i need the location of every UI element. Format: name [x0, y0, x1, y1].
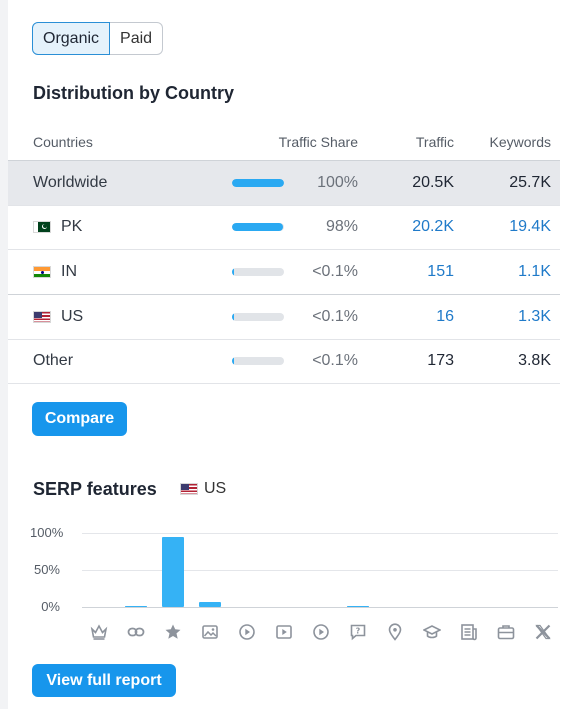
paid-tab[interactable]: Paid [110, 22, 164, 55]
traffic-value: 173 [427, 352, 454, 369]
baseline [82, 607, 558, 608]
us-flag-icon [33, 311, 51, 323]
serp-country: US [180, 480, 226, 498]
traffic-share-fill [232, 179, 284, 187]
traffic-share-bar [232, 313, 284, 321]
gridline [82, 533, 558, 534]
serp-bar-star [162, 537, 184, 607]
country-name: Other [33, 339, 73, 383]
in-flag-icon [33, 266, 51, 278]
traffic-share-value: 98% [325, 218, 358, 235]
country-name: IN [33, 250, 77, 294]
keywords-link[interactable]: 1.3K [518, 308, 551, 325]
serp-features-title: SERP features [33, 479, 157, 499]
traffic-value: 20.5K [412, 174, 454, 191]
country-label: Worldwide [33, 174, 108, 191]
traffic-share-fill [232, 268, 234, 276]
gridline [82, 570, 558, 571]
country-name: Worldwide [33, 161, 107, 205]
country-label: PK [61, 218, 83, 235]
star-icon[interactable] [162, 621, 184, 645]
country-label: Other [33, 352, 74, 369]
table-row: Other <0.1% 173 3.8K [8, 339, 560, 384]
distribution-title: Distribution by Country [33, 83, 234, 103]
country-label: US [61, 308, 84, 325]
play-circle-icon[interactable] [236, 621, 258, 645]
countries-header: Countries [33, 134, 93, 150]
y-tick-label: 50% [33, 562, 60, 577]
traffic-link[interactable]: 20.2K [412, 218, 454, 235]
traffic-share-value: <0.1% [312, 263, 358, 280]
x-icon[interactable] [532, 621, 554, 645]
traffic-header: Traffic [415, 134, 454, 150]
traffic-share-bar [232, 179, 284, 187]
video-icon[interactable] [273, 621, 295, 645]
traffic-share-fill [232, 357, 234, 365]
traffic-link[interactable]: 16 [436, 308, 454, 325]
view-full-report-button[interactable]: View full report [32, 664, 176, 697]
keywords-link[interactable]: 19.4K [509, 218, 551, 235]
table-row: PK 98% 20.2K 19.4K [8, 205, 560, 250]
location-pin-icon[interactable] [384, 621, 406, 645]
traffic-share-value: 100% [317, 174, 358, 191]
traffic-share-bar [232, 223, 284, 231]
organic-paid-toggle: Organic Paid [32, 22, 164, 55]
briefcase-icon[interactable] [495, 621, 517, 645]
image-icon[interactable] [199, 621, 221, 645]
country-name: PK [33, 205, 82, 249]
keywords-link[interactable]: 1.1K [518, 263, 551, 280]
traffic-share-fill [232, 223, 283, 231]
traffic-share-value: <0.1% [312, 352, 358, 369]
link-icon[interactable] [125, 621, 147, 645]
traffic-link[interactable]: 151 [427, 263, 454, 280]
traffic-share-bar [232, 357, 284, 365]
keywords-value: 3.8K [518, 352, 551, 369]
graduation-cap-icon[interactable] [421, 621, 443, 645]
serp-bar-question [347, 606, 369, 607]
country-name: US [33, 295, 83, 339]
table-row: IN <0.1% 151 1.1K [8, 250, 560, 295]
keywords-value: 25.7K [509, 174, 551, 191]
keywords-header: Keywords [489, 134, 551, 150]
serp-bar-image [199, 602, 221, 607]
news-icon[interactable] [458, 621, 480, 645]
compare-button[interactable]: Compare [32, 402, 127, 436]
organic-tab[interactable]: Organic [32, 22, 111, 55]
svg-text:?: ? [356, 627, 361, 636]
serp-bar-link [125, 606, 147, 607]
table-row: Worldwide 100% 20.5K 25.7K [8, 160, 560, 206]
serp-country-label: US [204, 480, 227, 497]
play-circle-icon[interactable] [310, 621, 332, 645]
country-label: IN [61, 263, 77, 280]
traffic-share-bar [232, 268, 284, 276]
pk-flag-icon [33, 221, 51, 233]
us-flag-icon [180, 483, 198, 495]
traffic-share-header: Traffic Share [278, 134, 358, 150]
question-icon[interactable]: ? [347, 621, 369, 645]
left-panel-border [0, 0, 8, 709]
y-tick-label: 0% [41, 599, 60, 614]
crown-icon[interactable] [88, 621, 110, 645]
traffic-share-value: <0.1% [312, 308, 358, 325]
traffic-share-fill [232, 313, 234, 321]
table-row: US <0.1% 16 1.3K [8, 295, 560, 340]
y-tick-label: 100% [30, 525, 64, 540]
